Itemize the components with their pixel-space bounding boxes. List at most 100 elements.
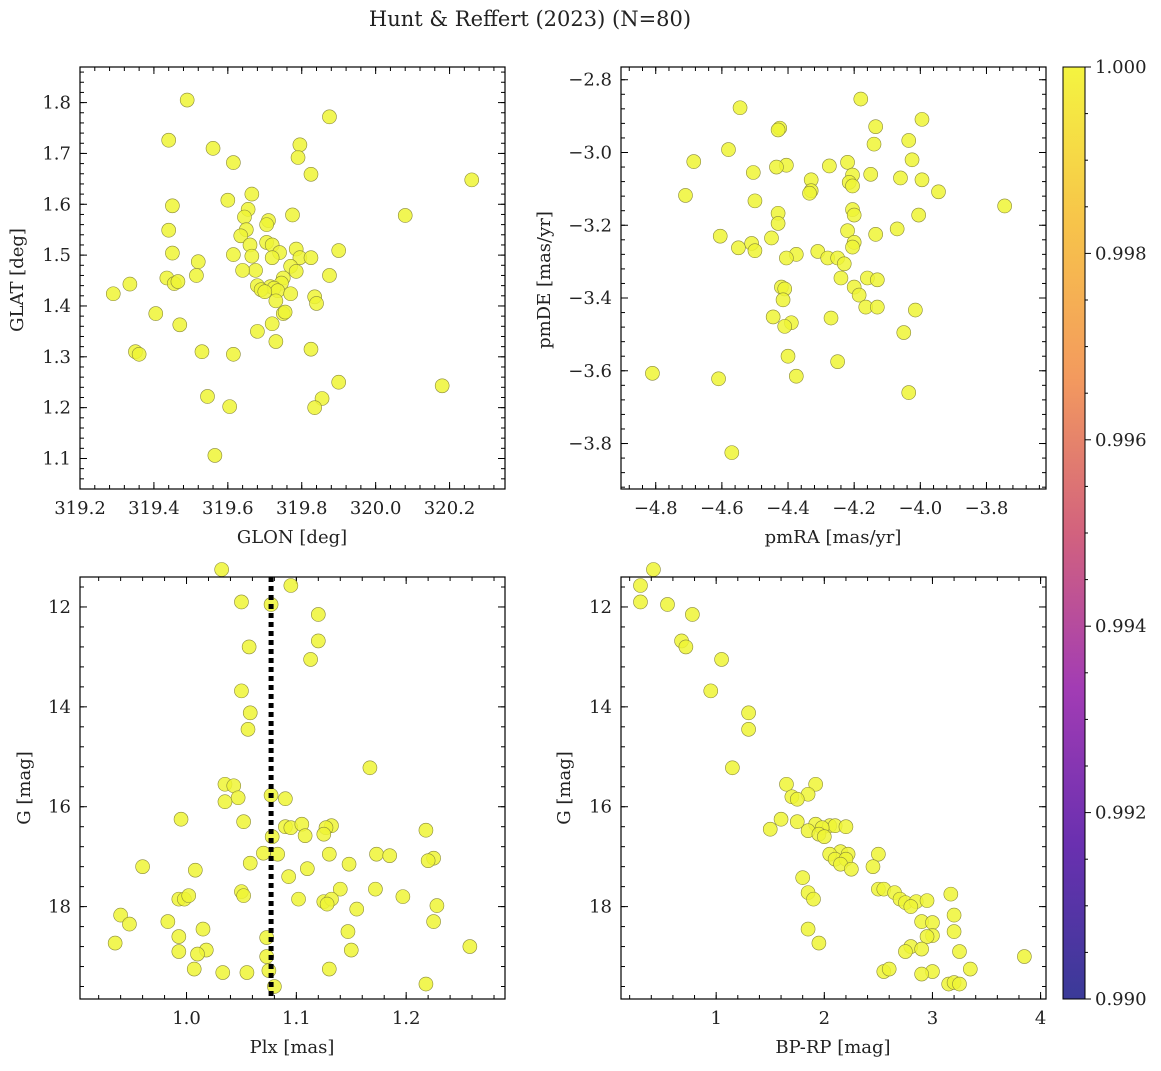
plot-frame bbox=[620, 66, 1047, 490]
colorbar-tick-label: 0.994 bbox=[1095, 616, 1147, 637]
plot-frame bbox=[79, 66, 506, 490]
data-point bbox=[292, 137, 308, 153]
data-point bbox=[919, 929, 935, 944]
data-point bbox=[233, 228, 249, 244]
data-point bbox=[845, 239, 860, 255]
data-point bbox=[290, 150, 306, 165]
data-point bbox=[845, 178, 860, 194]
y-tick-label: 1.1 bbox=[42, 448, 71, 469]
data-point bbox=[770, 122, 786, 138]
data-point bbox=[171, 929, 187, 944]
data-point bbox=[802, 185, 817, 201]
data-point bbox=[309, 296, 324, 311]
y-tick-label: 16 bbox=[48, 797, 71, 818]
data-point bbox=[234, 594, 249, 610]
data-point bbox=[230, 790, 246, 806]
data-point bbox=[316, 826, 332, 842]
data-point bbox=[268, 293, 284, 309]
y-tick-label: −3.0 bbox=[568, 142, 612, 163]
data-point bbox=[226, 346, 241, 362]
data-point bbox=[226, 155, 241, 170]
data-point bbox=[823, 310, 839, 326]
x-tick-label: 319.2 bbox=[54, 498, 106, 519]
data-point bbox=[660, 597, 675, 612]
y-tick-label: −3.8 bbox=[568, 434, 612, 455]
x-tick-label: −4.6 bbox=[700, 498, 744, 519]
data-point bbox=[288, 264, 304, 279]
scatter-panel-pmra-pmde: pmRA [mas/yr] pmDE [mas/yr] −4.8 −4.6 −4.4… bbox=[534, 66, 1047, 548]
data-point bbox=[165, 198, 180, 214]
x-tick-label: 320.2 bbox=[424, 498, 476, 519]
data-point bbox=[395, 889, 411, 904]
figure-title: Hunt & Reffert (2023) (N=80) bbox=[369, 7, 691, 31]
data-point bbox=[434, 378, 450, 394]
data-point bbox=[645, 366, 660, 381]
data-point bbox=[303, 652, 318, 667]
data-point bbox=[830, 354, 845, 369]
data-point bbox=[248, 263, 263, 278]
data-point bbox=[789, 791, 805, 807]
data-point bbox=[429, 898, 445, 913]
colorbar-tick-label: 0.996 bbox=[1095, 430, 1147, 451]
y-tick-label: 18 bbox=[48, 897, 71, 918]
data-point bbox=[919, 893, 935, 908]
x-tick-label: −4.0 bbox=[898, 498, 942, 519]
data-point bbox=[179, 92, 195, 108]
data-point bbox=[914, 941, 929, 957]
data-point bbox=[259, 949, 274, 964]
data-point bbox=[278, 791, 293, 807]
y-tick-label: −2.8 bbox=[568, 70, 612, 91]
data-point bbox=[851, 287, 867, 303]
data-point bbox=[741, 705, 756, 721]
data-point bbox=[893, 170, 908, 186]
data-point bbox=[311, 607, 326, 622]
panel4-xlabel: BP-RP [mag] bbox=[775, 1037, 890, 1058]
data-point bbox=[898, 944, 913, 959]
data-point bbox=[343, 942, 359, 958]
data-point bbox=[256, 845, 271, 861]
data-point bbox=[780, 348, 796, 364]
data-point bbox=[107, 935, 123, 951]
data-point bbox=[952, 976, 967, 992]
panel2-ylabel: pmDE [mas/yr] bbox=[534, 211, 555, 349]
data-point bbox=[239, 965, 255, 980]
data-point bbox=[190, 946, 205, 962]
y-tick-label: 1.8 bbox=[42, 93, 71, 114]
y-tick-label: 16 bbox=[589, 797, 612, 818]
data-point bbox=[236, 888, 251, 903]
data-point bbox=[250, 324, 265, 339]
data-point bbox=[800, 921, 816, 937]
data-point bbox=[362, 760, 378, 776]
data-point bbox=[135, 859, 150, 874]
data-point bbox=[769, 159, 784, 175]
data-point bbox=[731, 240, 746, 256]
y-tick-label: 14 bbox=[48, 697, 71, 718]
data-point bbox=[172, 317, 188, 333]
x-tick-label: −4.8 bbox=[634, 498, 678, 519]
x-tick-label: 319.4 bbox=[128, 498, 180, 519]
data-point bbox=[822, 158, 837, 174]
data-point bbox=[188, 862, 203, 878]
data-point bbox=[844, 861, 859, 877]
data-point bbox=[190, 254, 206, 270]
data-point bbox=[896, 325, 912, 340]
data-point bbox=[236, 814, 251, 830]
data-point bbox=[868, 119, 883, 134]
panel1-xlabel: GLON [deg] bbox=[237, 527, 347, 548]
x-tick-label: 1.0 bbox=[172, 1008, 201, 1029]
data-point bbox=[244, 186, 260, 202]
colorbar-gradient bbox=[1062, 66, 1086, 1000]
data-point bbox=[200, 389, 215, 404]
data-point bbox=[303, 250, 319, 265]
data-point bbox=[725, 760, 740, 776]
data-point bbox=[189, 268, 204, 283]
y-tick-label: −3.6 bbox=[568, 361, 612, 382]
data-point bbox=[217, 794, 233, 810]
data-point bbox=[321, 846, 337, 862]
data-point bbox=[131, 346, 147, 362]
data-point bbox=[170, 274, 186, 289]
y-tick-label: 1.6 bbox=[42, 194, 71, 215]
data-point bbox=[903, 899, 919, 914]
x-tick-label: 2 bbox=[819, 1008, 830, 1029]
